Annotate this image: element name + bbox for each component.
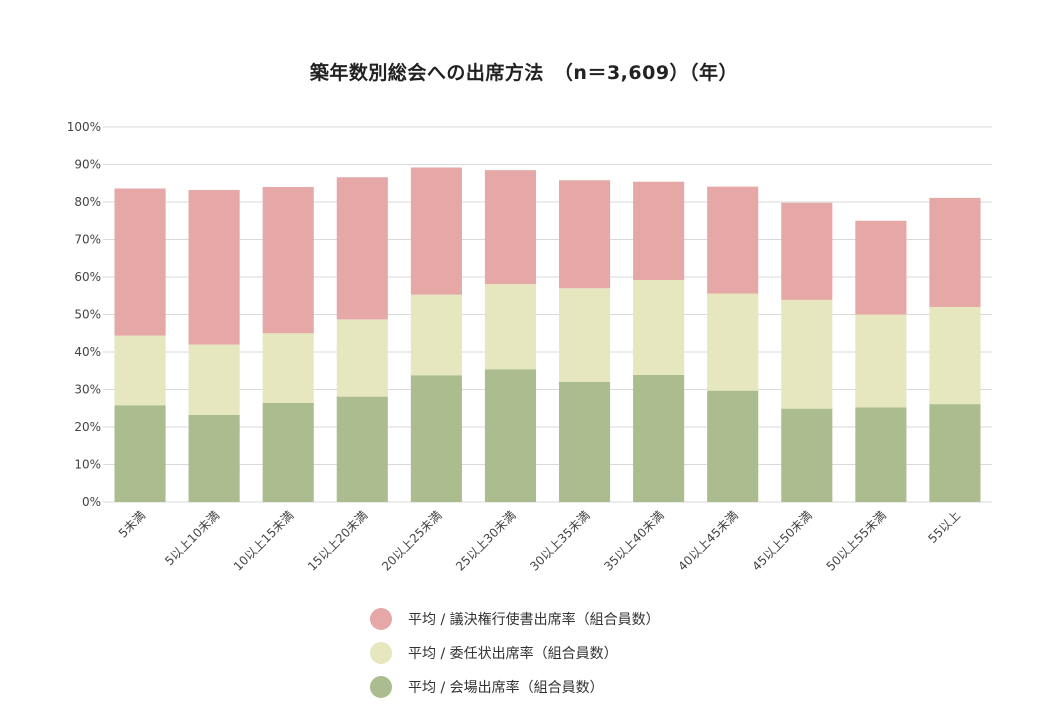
x-tick-label: 15以上20未満	[305, 508, 370, 573]
x-tick-label: 45以上50未満	[749, 508, 814, 573]
legend-label: 平均 / 会場出席率（組合員数）	[408, 680, 604, 696]
legend-label: 平均 / 委任状出席率（組合員数）	[408, 646, 618, 662]
bar-segment	[781, 408, 833, 502]
bar-segment	[707, 293, 759, 391]
x-tick-label: 55以上	[925, 508, 963, 546]
legend-item: 平均 / 委任状出席率（組合員数）	[370, 636, 660, 670]
bar-segment	[929, 307, 981, 405]
x-tick-label: 10以上15未満	[231, 508, 296, 573]
x-tick-label: 35以上40未満	[601, 508, 666, 573]
bar-segment	[484, 369, 537, 502]
bar-segment	[114, 335, 166, 406]
y-tick-label: 90%	[74, 158, 101, 172]
y-tick-label: 50%	[74, 308, 101, 322]
chart-title: 築年数別総会への出席方法 （n＝3,609）（年）	[309, 62, 739, 84]
bar-segment	[336, 177, 388, 320]
bar-segment	[262, 403, 314, 502]
y-tick-label: 10%	[74, 458, 101, 472]
bar-segment	[262, 333, 314, 403]
legend-swatch	[370, 676, 392, 698]
bar-segment	[781, 202, 833, 300]
y-tick-label: 40%	[74, 345, 101, 359]
y-tick-label: 60%	[74, 270, 101, 284]
x-axis-ticks: 5未満 5以上10未満 10以上15未満 15以上20未満 20以上25未満 25以上30…	[116, 508, 963, 573]
grid-lines	[103, 126, 992, 503]
y-tick-label: 70%	[74, 233, 101, 247]
x-tick-label: 20以上25未満	[379, 508, 444, 573]
legend-item: 平均 / 議決権行使書出席率（組合員数）	[370, 602, 660, 636]
x-tick-label: 30以上35未満	[527, 508, 592, 573]
bar-segment	[633, 181, 685, 280]
legend-item: 平均 / 会場出席率（組合員数）	[370, 670, 660, 704]
bar-segment	[114, 405, 166, 502]
y-tick-label: 20%	[74, 420, 101, 434]
bar-segment	[188, 344, 240, 415]
stacked-bar-chart: 0% 10% 20% 30% 40% 50% 60% 70% 80% 90% 100% 5未満 5以上…	[67, 120, 992, 574]
bar-segment	[707, 390, 759, 502]
bar-segment	[410, 294, 462, 376]
x-tick-label: 50以上55未満	[824, 508, 889, 573]
bar-segment	[855, 314, 907, 408]
y-tick-label: 0%	[82, 495, 101, 509]
x-tick-label: 25以上30未満	[453, 508, 518, 573]
x-tick-label: 5以上10未満	[162, 508, 222, 568]
x-tick-label: 5未満	[116, 508, 148, 540]
bar-segment	[188, 415, 240, 502]
bar-segment	[484, 284, 537, 370]
bar-segment	[781, 299, 833, 409]
bar-segment	[336, 319, 388, 397]
bar-segment	[855, 407, 907, 502]
y-tick-label: 30%	[74, 383, 101, 397]
bar-segment	[558, 382, 611, 502]
y-tick-label: 100%	[67, 120, 101, 134]
bar-segment	[707, 186, 759, 294]
bar-segment	[484, 170, 537, 285]
legend-swatch	[370, 608, 392, 630]
bar-segment	[410, 167, 462, 295]
y-tick-label: 80%	[74, 195, 101, 209]
bar-segment	[336, 396, 388, 502]
bar-segment	[633, 374, 685, 502]
bar-segment	[855, 220, 907, 315]
legend: 平均 / 議決権行使書出席率（組合員数） 平均 / 委任状出席率（組合員数） 平均 …	[370, 602, 660, 704]
y-axis-ticks: 0% 10% 20% 30% 40% 50% 60% 70% 80% 90% 100%	[67, 120, 101, 509]
bar-segment	[633, 280, 685, 375]
bar-segment	[929, 404, 981, 502]
bar-segment	[558, 288, 611, 382]
x-tick-label: 40以上45未満	[675, 508, 740, 573]
bar-segment	[188, 190, 240, 345]
bar-segment	[929, 197, 981, 307]
bars	[114, 167, 981, 502]
bar-segment	[262, 187, 314, 334]
bar-segment	[558, 180, 611, 289]
bar-segment	[410, 375, 462, 502]
legend-label: 平均 / 議決権行使書出席率（組合員数）	[408, 612, 660, 628]
bar-segment	[114, 188, 166, 336]
legend-swatch	[370, 642, 392, 664]
